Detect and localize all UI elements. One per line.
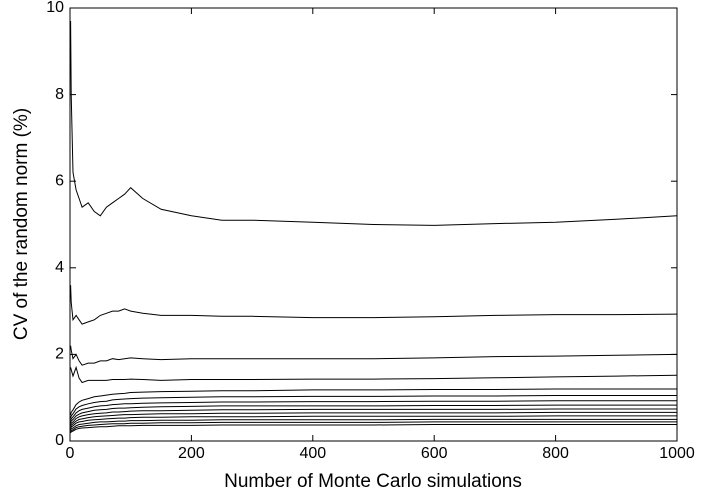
series-line (70, 418, 677, 431)
series-line (70, 285, 678, 325)
series-line (70, 411, 677, 427)
series-line (70, 395, 677, 419)
series-line (70, 408, 677, 426)
series-line (70, 20, 678, 226)
y-tick-label: 0 (55, 432, 64, 449)
x-tick-label: 1000 (659, 445, 695, 462)
x-tick-label: 200 (178, 445, 205, 462)
y-tick-label: 10 (46, 0, 64, 16)
series-line (70, 424, 677, 434)
x-tick-label: 600 (421, 445, 448, 462)
series-line (70, 388, 677, 416)
series-line (70, 415, 677, 429)
series-line (70, 421, 677, 432)
series-line (70, 400, 677, 421)
x-tick-label: 400 (299, 445, 326, 462)
y-tick-label: 2 (55, 346, 64, 363)
x-axis-label: Number of Monte Carlo simulations (224, 471, 522, 492)
series-line (70, 345, 678, 366)
y-tick-label: 6 (55, 172, 64, 189)
y-tick-label: 4 (55, 259, 64, 276)
x-tick-label: 0 (66, 445, 75, 462)
series-line (70, 404, 677, 423)
series-line (70, 365, 678, 384)
y-tick-label: 8 (55, 86, 64, 103)
x-tick-label: 800 (542, 445, 569, 462)
y-axis-label: CV of the random norm (%) (11, 108, 32, 340)
